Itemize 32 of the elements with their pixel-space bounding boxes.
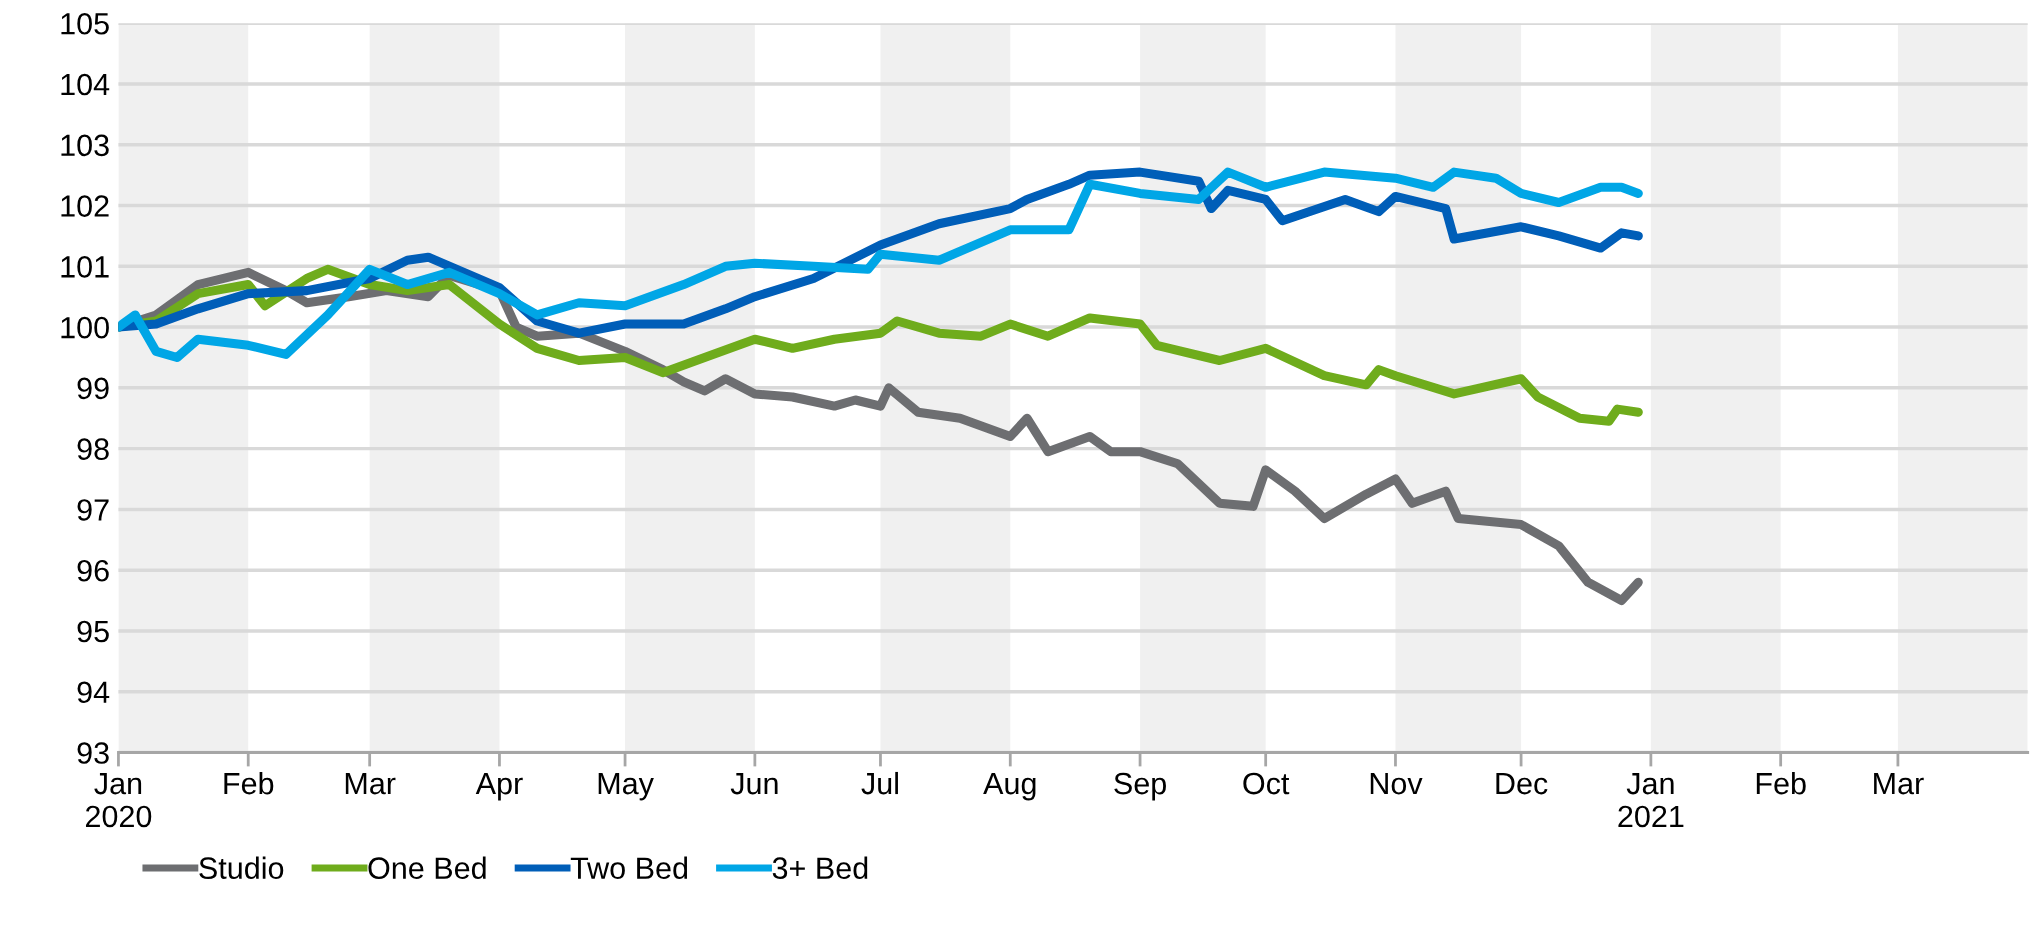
x-tick-label: Feb [1756, 771, 1806, 795]
y-tick-label: 96 [77, 559, 109, 582]
x-tick-label: Feb [224, 771, 274, 795]
y-tick-label: 99 [77, 377, 109, 400]
y-tick-label: 95 [77, 620, 109, 643]
y-tick-label: 98 [77, 438, 109, 460]
x-tick-label: Jun [730, 773, 778, 795]
x-tick-label: Apr [475, 773, 523, 801]
legend-label: Two Bed [570, 856, 688, 880]
y-tick-label: 105 [61, 12, 109, 35]
x-tick-label: Dec [1496, 773, 1548, 795]
y-tick-label: 103 [61, 134, 109, 157]
y-tick-label: 94 [77, 681, 110, 704]
legend-label: Studio [199, 856, 284, 880]
x-tick-label: Jan 2021 [1618, 773, 1684, 828]
x-tick-label: Jul [861, 771, 898, 795]
x-tick-label: Oct [1243, 772, 1290, 795]
x-tick-label: Aug [983, 773, 1036, 801]
y-tick-label: 101 [61, 256, 109, 278]
y-tick-label: 93 [77, 742, 109, 764]
y-tick-label: 100 [61, 316, 109, 339]
y-tick-label: 104 [61, 73, 110, 96]
x-tick-label: Mar [345, 773, 396, 795]
y-tick-label: 102 [61, 195, 109, 217]
legend-label: 3+ Bed [772, 856, 868, 880]
x-tick-label: Mar [1874, 773, 1924, 795]
y-tick-label: 97 [77, 499, 109, 521]
x-tick-label: Sep [1114, 772, 1166, 801]
x-tick-label: Jan 2020 [85, 773, 152, 828]
x-tick-label: Nov [1370, 773, 1423, 795]
x-tick-label: May [598, 773, 654, 801]
legend-label: One Bed [368, 856, 486, 880]
